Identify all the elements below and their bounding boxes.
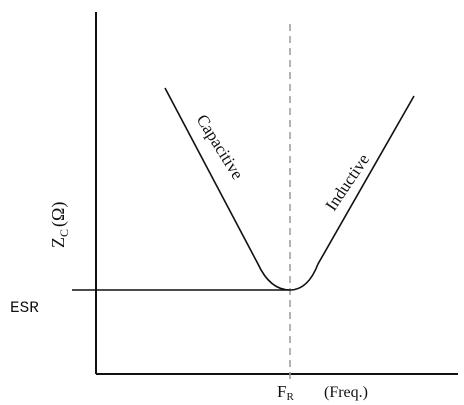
y-axis-label-unit: (Ω) xyxy=(48,202,69,227)
y-axis-label-sub: C xyxy=(57,229,71,237)
resonant-frequency-label-main: F xyxy=(277,382,286,401)
esr-label: ESR xyxy=(10,299,39,317)
impedance-curve xyxy=(164,87,415,291)
resonant-frequency-label: FR xyxy=(277,382,294,403)
svg-text:ZC(Ω): ZC (Ω) xyxy=(48,202,71,248)
resonant-frequency-label-sub: R xyxy=(286,391,294,403)
y-axis-label: ZC (Ω) xyxy=(48,202,71,248)
capacitive-label: Capacitive xyxy=(193,111,248,183)
y-axis-label-main: Z xyxy=(48,237,68,248)
frequency-unit-label: (Freq.) xyxy=(324,384,368,401)
